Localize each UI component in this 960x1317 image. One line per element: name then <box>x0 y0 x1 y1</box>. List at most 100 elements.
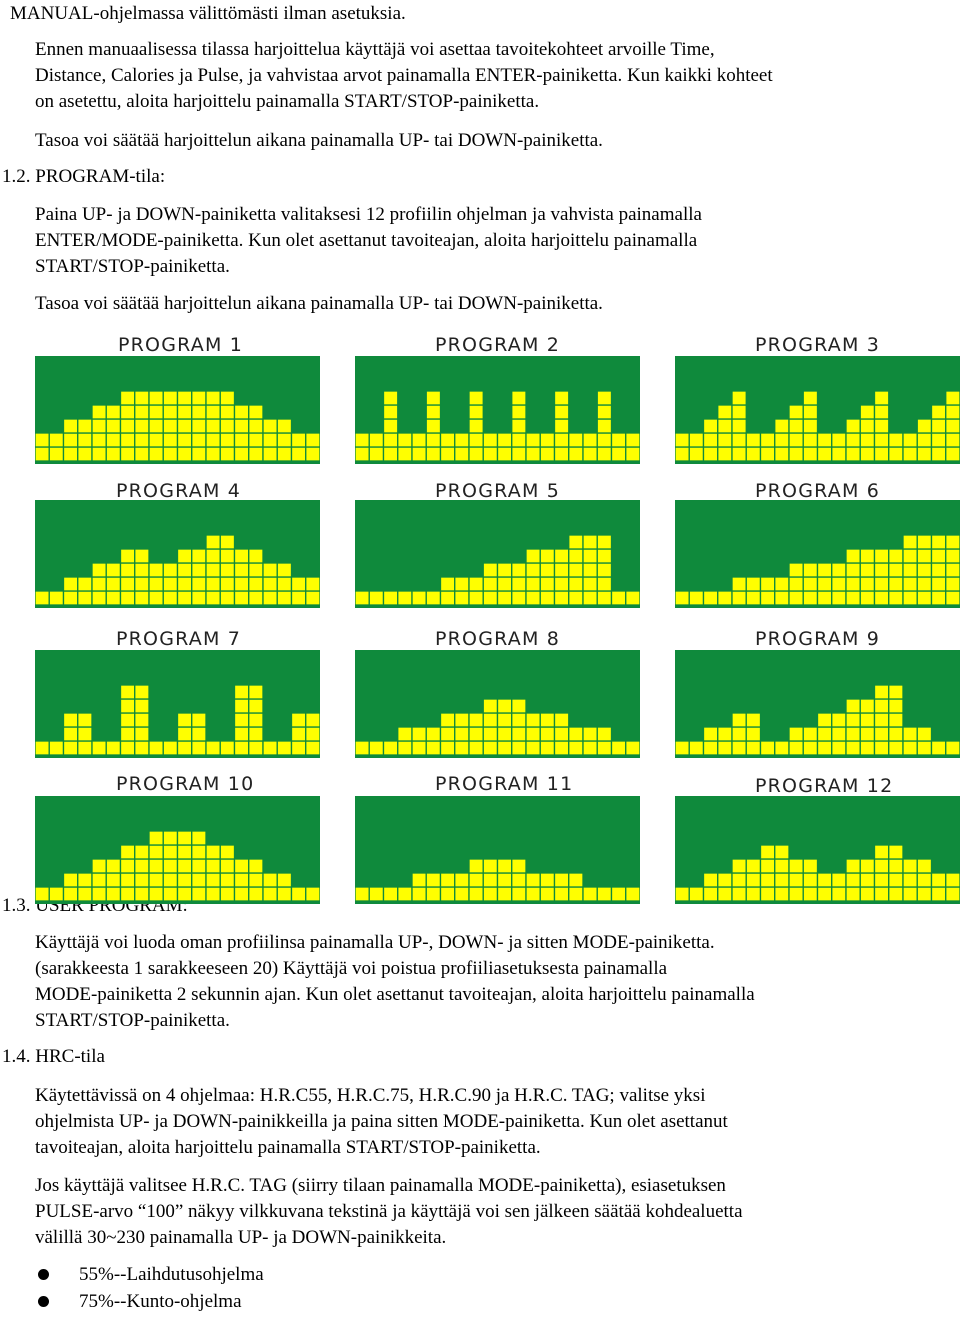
user-paragraph-line-3: MODE-painiketta 2 sekunnin ajan. Kun ole… <box>35 984 755 1005</box>
profile-block <box>262 418 278 434</box>
profile-block <box>468 390 484 406</box>
profile-block <box>62 872 79 888</box>
profile-block <box>219 390 236 406</box>
profile-block <box>305 740 320 756</box>
profile-block <box>91 576 107 592</box>
profile-block <box>468 446 484 462</box>
profile-block <box>439 576 456 592</box>
profile-block <box>873 886 890 902</box>
profile-block <box>539 548 556 564</box>
profile-block <box>582 432 598 448</box>
user-paragraph-line-4: START/STOP-painiketta. <box>35 1010 230 1031</box>
profile-block <box>176 844 193 860</box>
profile-block <box>148 562 164 578</box>
profile-block <box>482 446 499 462</box>
program-4-label: PROGRAM 4 <box>116 480 242 502</box>
profile-block <box>355 432 370 448</box>
profile-block <box>134 872 150 888</box>
profile-block <box>176 590 193 606</box>
profile-block <box>702 432 719 448</box>
profile-block <box>134 740 150 756</box>
profile-block <box>219 404 236 420</box>
profile-block <box>582 446 598 462</box>
profile-block <box>162 576 179 592</box>
profile-block <box>945 590 960 606</box>
profile-block <box>425 726 442 742</box>
profile-block <box>888 726 904 742</box>
profile-block <box>610 740 627 756</box>
profile-block <box>888 698 904 714</box>
profile-block <box>845 740 861 756</box>
profile-block <box>162 446 179 462</box>
profile-block <box>290 726 307 742</box>
profile-block <box>610 432 627 448</box>
profile-block <box>191 590 207 606</box>
profile-block <box>219 844 236 860</box>
profile-block <box>176 390 193 406</box>
profile-block <box>482 872 499 888</box>
profile-block <box>468 404 484 420</box>
profile-block <box>873 858 890 874</box>
profile-block <box>305 446 320 462</box>
profile-block <box>382 418 399 434</box>
profile-block <box>511 404 527 420</box>
profile-block <box>553 418 570 434</box>
profile-block <box>788 872 804 888</box>
profile-block <box>119 740 136 756</box>
profile-bars <box>355 390 640 462</box>
profile-block <box>916 726 933 742</box>
profile-block <box>816 726 833 742</box>
profile-block <box>802 390 819 406</box>
profile-block <box>525 576 541 592</box>
profile-block <box>35 590 50 606</box>
profile-block <box>454 432 470 448</box>
profile-block <box>148 844 164 860</box>
profile-block <box>248 726 264 742</box>
profile-block <box>873 548 890 564</box>
profile-block <box>454 740 470 756</box>
profile-block <box>77 872 93 888</box>
profile-block <box>759 576 776 592</box>
profile-block <box>148 872 164 888</box>
profile-block <box>482 698 499 714</box>
profile-block <box>731 576 747 592</box>
profile-block <box>233 576 250 592</box>
profile-block <box>205 548 221 564</box>
profile-block <box>553 446 570 462</box>
profile-block <box>831 740 847 756</box>
profile-block <box>525 726 541 742</box>
profile-block <box>48 886 65 902</box>
profile-block <box>596 562 613 578</box>
profile-bars <box>675 684 960 756</box>
profile-block <box>411 886 427 902</box>
profile-block <box>845 726 861 742</box>
profile-block <box>582 726 598 742</box>
profile-block <box>525 590 541 606</box>
profile-block <box>176 712 193 728</box>
profile-block <box>945 886 960 902</box>
profile-block <box>688 590 705 606</box>
profile-block <box>176 886 193 902</box>
profile-block <box>702 418 719 434</box>
profile-block <box>77 726 93 742</box>
profile-block <box>176 872 193 888</box>
profile-block <box>539 446 556 462</box>
profile-block <box>219 548 236 564</box>
profile-block <box>162 844 179 860</box>
profile-block <box>816 576 833 592</box>
profile-block <box>774 844 790 860</box>
profile-block <box>205 740 221 756</box>
profile-block <box>496 432 513 448</box>
profile-block <box>702 590 719 606</box>
profile-block <box>219 446 236 462</box>
profile-block <box>305 590 320 606</box>
user-paragraph-line-2: (sarakkeesta 1 sarakkeeseen 20) Käyttäjä… <box>35 958 668 979</box>
profile-block <box>276 740 293 756</box>
profile-block <box>788 562 804 578</box>
profile-block <box>525 712 541 728</box>
profile-block <box>788 858 804 874</box>
profile-block <box>945 562 960 578</box>
profile-block <box>916 858 933 874</box>
profile-block <box>511 740 527 756</box>
profile-block <box>219 562 236 578</box>
